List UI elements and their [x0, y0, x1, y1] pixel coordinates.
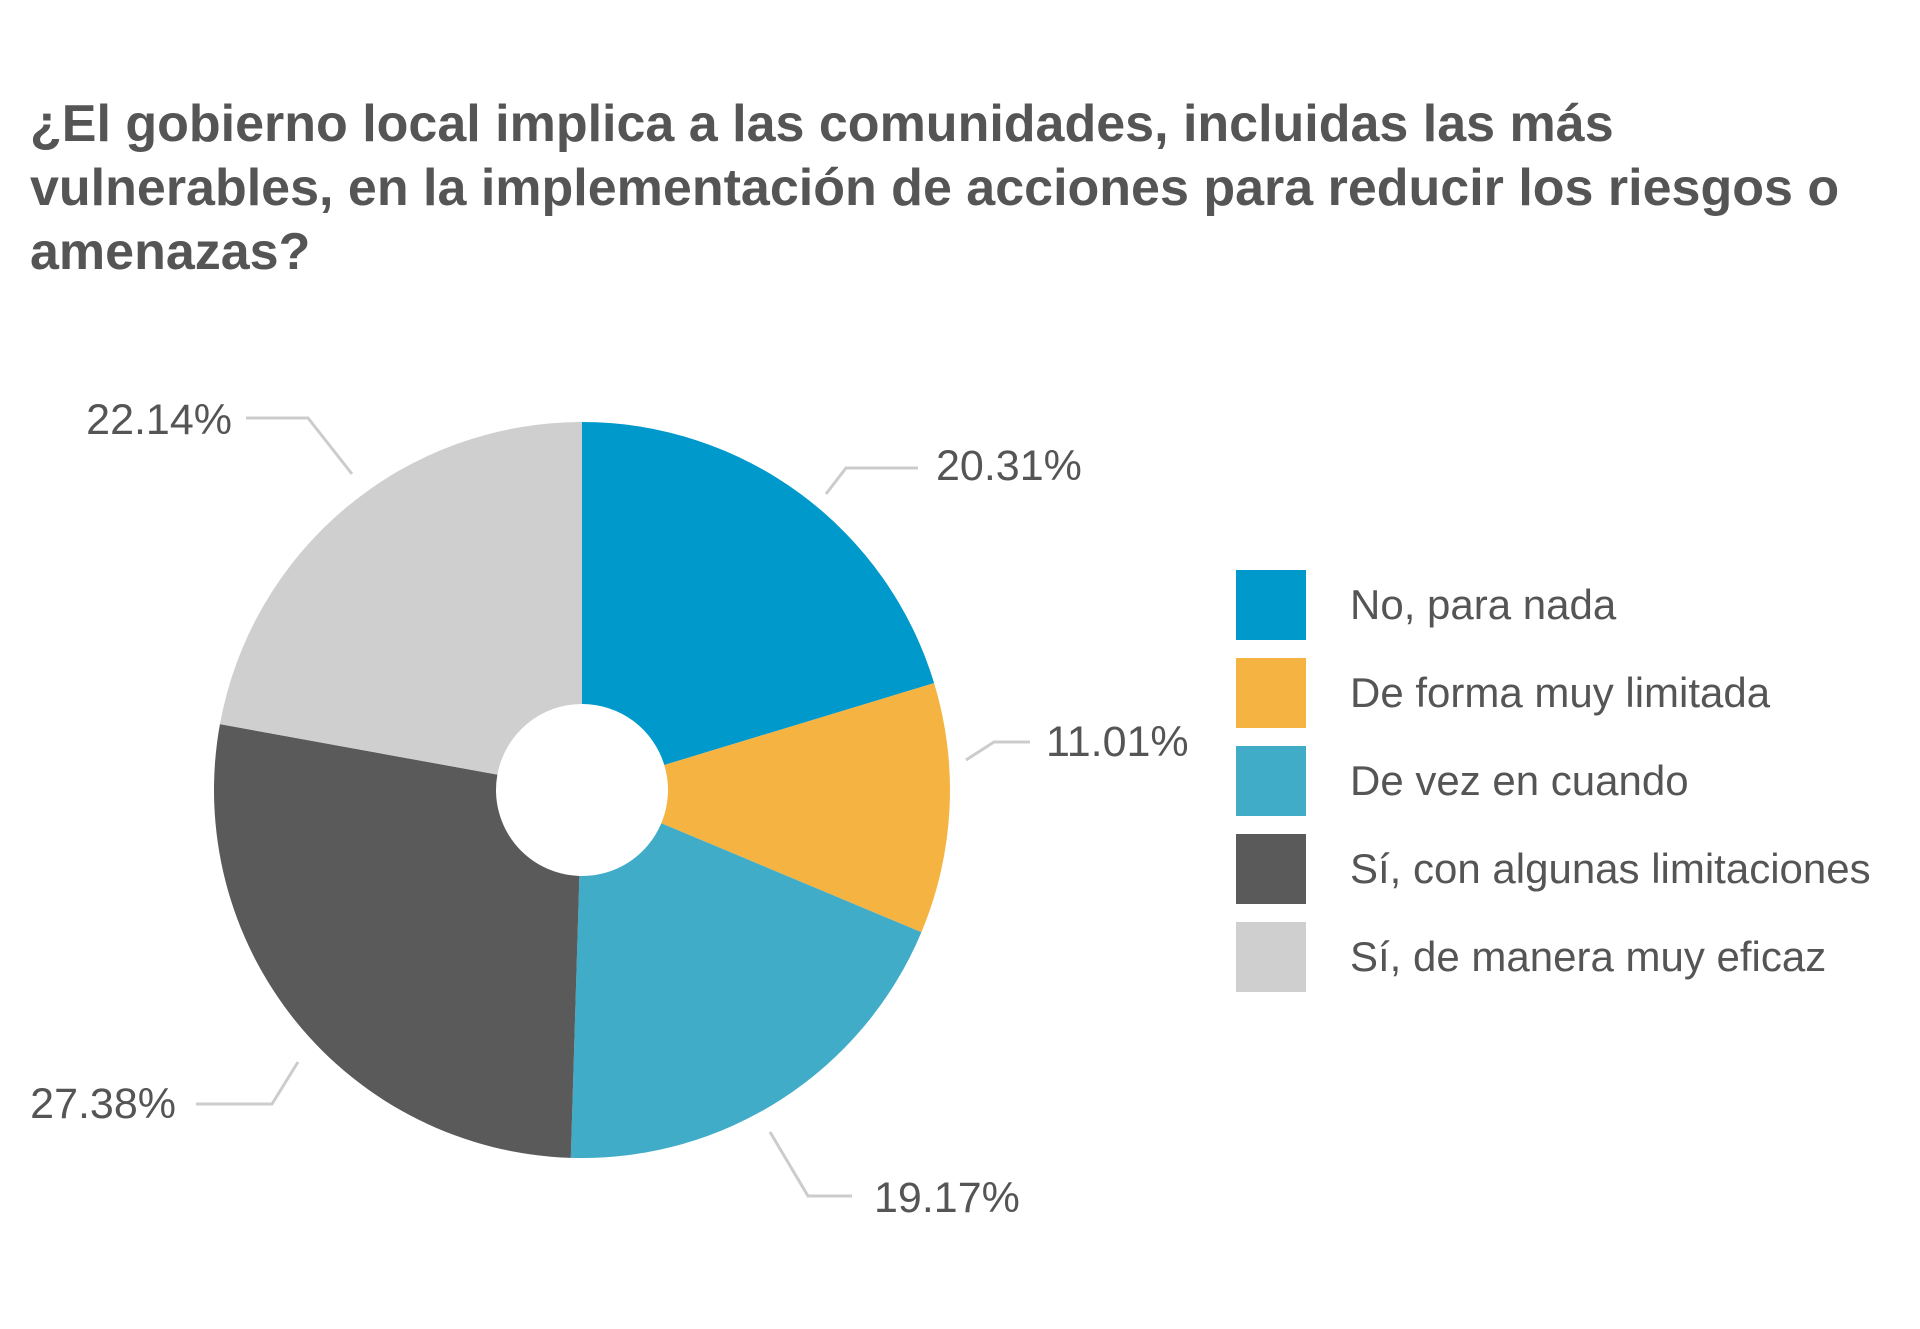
slice-si-con-algunas-limitaciones: [213, 724, 580, 1158]
legend: No, para nada De forma muy limitada De vez…: [1236, 570, 1871, 1010]
leader-line-de-forma-muy-limitada: [965, 740, 1030, 762]
slice-si-de-manera-muy-eficaz: [219, 422, 582, 775]
slice-no-para-nada: [582, 422, 935, 766]
data-label-si-con-algunas-limitaciones: 27.38%: [30, 1080, 176, 1128]
leader-line-si-de-manera-muy-eficaz: [246, 416, 354, 475]
legend-label: No, para nada: [1350, 581, 1617, 628]
data-label-de-vez-en-cuando: 19.17%: [874, 1174, 1020, 1222]
data-label-no-para-nada: 20.31%: [936, 442, 1082, 490]
legend-swatch: [1236, 922, 1306, 992]
legend-label: De vez en cuando: [1350, 757, 1689, 804]
leader-line-no-para-nada: [824, 466, 918, 495]
legend-item-de-forma-muy-limitada: De forma muy limitada: [1236, 658, 1871, 728]
legend-label: Sí, con algunas limitaciones: [1350, 845, 1871, 892]
legend-swatch: [1236, 746, 1306, 816]
legend-swatch: [1236, 658, 1306, 728]
data-label-de-forma-muy-limitada: 11.01%: [1046, 718, 1189, 766]
slice-de-vez-en-cuando: [570, 823, 922, 1158]
slices-group: [213, 422, 951, 1158]
legend-item-si-con-algunas-limitaciones: Sí, con algunas limitaciones: [1236, 834, 1871, 904]
legend-label: Sí, de manera muy eficaz: [1350, 933, 1827, 980]
labels-group: 20.31% 11.01% 19.17% 27.38% 22.14%: [30, 396, 1189, 1222]
chart-title: ¿El gobierno local implica a las comunid…: [30, 95, 1840, 281]
legend-swatch: [1236, 834, 1306, 904]
legend-label: De forma muy limitada: [1350, 669, 1771, 716]
legend-item-de-vez-en-cuando: De vez en cuando: [1236, 746, 1871, 816]
leader-line-de-vez-en-cuando: [768, 1131, 852, 1198]
data-label-si-de-manera-muy-eficaz: 22.14%: [86, 396, 232, 444]
legend-item-no-para-nada: No, para nada: [1236, 570, 1871, 640]
legend-item-si-de-manera-muy-eficaz: Sí, de manera muy eficaz: [1236, 922, 1871, 992]
leaders-group: [196, 416, 1030, 1198]
legend-swatch: [1236, 570, 1306, 640]
slice-de-forma-muy-limitada: [661, 683, 951, 933]
leader-line-si-con-algunas-limitaciones: [196, 1061, 300, 1106]
